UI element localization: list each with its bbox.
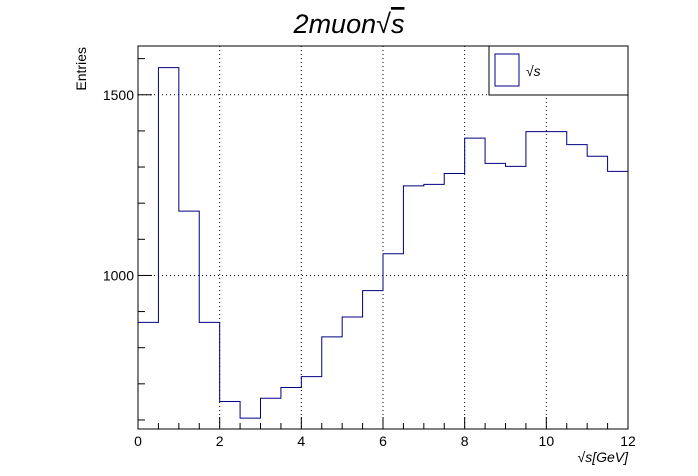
x-tick-label: 12: [620, 433, 636, 449]
histogram-bin: [158, 68, 178, 429]
chart-title-main: 2muon: [293, 9, 377, 39]
chart-title-radical: √: [376, 9, 391, 39]
histogram-bin: [567, 145, 587, 429]
histogram-bin: [444, 174, 464, 429]
histogram-bin: [546, 132, 566, 429]
x-tick-label: 6: [379, 433, 387, 449]
legend-label: √s: [526, 63, 541, 79]
x-tick-label: 8: [461, 433, 469, 449]
histogram-bin: [179, 211, 199, 429]
histogram-bin: [608, 171, 628, 429]
histogram-bin: [240, 418, 260, 429]
y-tick-label: 1500: [103, 87, 134, 103]
histogram-bin: [587, 156, 607, 429]
histogram-bin: [281, 387, 301, 429]
x-tick-label: 2: [216, 433, 224, 449]
histogram-bin: [342, 317, 362, 429]
x-tick-label: 10: [539, 433, 555, 449]
x-axis-label: √s[GeV]: [578, 449, 630, 465]
histogram-bin: [506, 166, 526, 429]
histogram-bin: [261, 398, 281, 429]
histogram-bin: [322, 337, 342, 429]
histogram-bin: [138, 322, 158, 429]
legend-swatch: [494, 53, 520, 87]
histogram-bin: [220, 402, 240, 429]
x-axis-label-radical: √: [578, 449, 586, 465]
histogram-bin: [424, 184, 444, 429]
histogram-outline: [137, 67, 628, 429]
histogram-bin: [403, 186, 423, 429]
chart-title-radicand: s: [391, 9, 405, 39]
histogram-bin: [485, 163, 505, 429]
histogram-bin: [383, 254, 403, 429]
histogram-series: [137, 67, 628, 429]
histogram-bin: [526, 132, 546, 429]
histogram-bin: [199, 322, 219, 429]
histogram-bin: [301, 377, 321, 429]
x-tick-label: 4: [297, 433, 305, 449]
y-axis-label: Entries: [73, 47, 89, 91]
legend: √s: [488, 45, 629, 96]
x-tick-label: 0: [134, 433, 142, 449]
legend-box: [488, 45, 629, 96]
axes: 0 2 4 6 8 10 12 1000 1500: [103, 45, 636, 449]
x-axis-label-rest: s[GeV]: [585, 449, 629, 465]
y-tick-label: 1000: [103, 267, 134, 283]
histogram-bin: [363, 291, 383, 429]
histogram-bin: [465, 138, 485, 429]
chart-title: 2muon√s: [293, 9, 405, 39]
